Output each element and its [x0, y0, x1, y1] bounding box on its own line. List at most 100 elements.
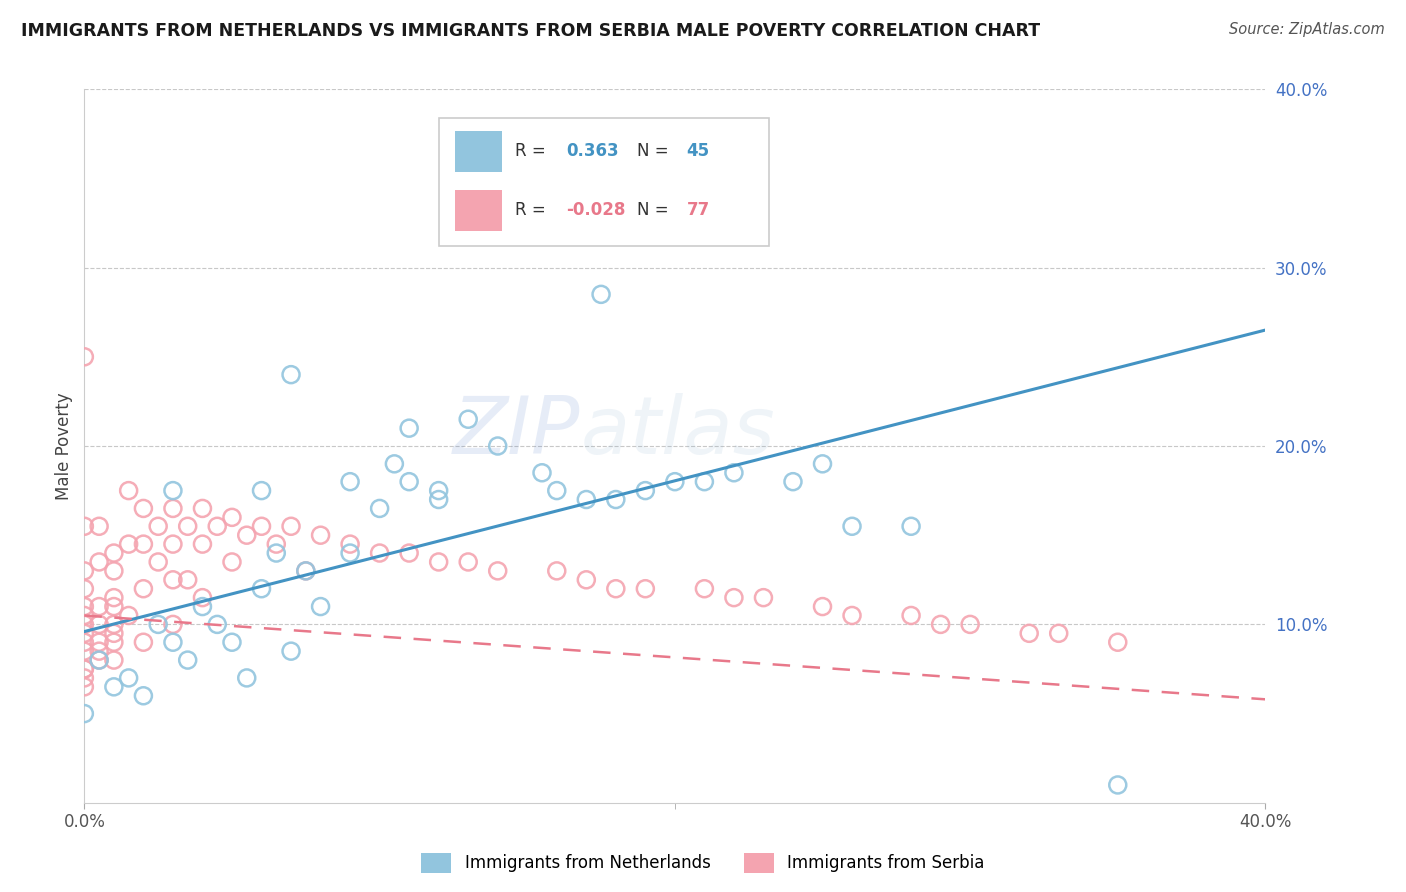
Point: [723, 466, 745, 480]
Point: [103, 564, 125, 578]
Point: [177, 653, 200, 667]
Point: [339, 475, 361, 489]
Point: [427, 492, 450, 507]
Point: [929, 617, 952, 632]
Point: [427, 555, 450, 569]
Point: [103, 626, 125, 640]
Point: [103, 591, 125, 605]
Point: [575, 573, 598, 587]
Point: [605, 582, 627, 596]
Point: [309, 528, 332, 542]
Point: [221, 510, 243, 524]
Point: [148, 617, 170, 632]
Point: [723, 591, 745, 605]
Point: [264, 537, 288, 551]
Point: [73, 599, 96, 614]
Point: [162, 537, 184, 551]
Point: [191, 537, 214, 551]
Point: [73, 519, 96, 533]
Point: [752, 591, 775, 605]
Point: [191, 501, 214, 516]
Point: [280, 368, 302, 382]
Point: [457, 555, 479, 569]
Point: [162, 483, 184, 498]
Point: [280, 519, 302, 533]
Point: [546, 564, 568, 578]
Point: [309, 599, 332, 614]
Point: [87, 519, 111, 533]
Point: [148, 519, 170, 533]
FancyBboxPatch shape: [456, 190, 502, 231]
Point: [900, 608, 922, 623]
Point: [73, 617, 96, 632]
Point: [382, 457, 406, 471]
Text: Source: ZipAtlas.com: Source: ZipAtlas.com: [1229, 22, 1385, 37]
Text: ZIP: ZIP: [453, 392, 581, 471]
Point: [87, 635, 111, 649]
Point: [811, 599, 834, 614]
Point: [103, 680, 125, 694]
Point: [339, 537, 361, 551]
Point: [162, 573, 184, 587]
Point: [486, 198, 509, 212]
Point: [250, 483, 273, 498]
Point: [457, 412, 479, 426]
Point: [73, 350, 96, 364]
Point: [87, 644, 111, 658]
Point: [103, 635, 125, 649]
Point: [103, 546, 125, 560]
Point: [530, 466, 553, 480]
Text: atlas: atlas: [581, 392, 775, 471]
Point: [87, 599, 111, 614]
Point: [264, 546, 288, 560]
Point: [546, 483, 568, 498]
Point: [368, 546, 391, 560]
Point: [575, 492, 598, 507]
Point: [664, 475, 686, 489]
Text: 0.363: 0.363: [567, 142, 619, 161]
Point: [1107, 778, 1129, 792]
Point: [235, 671, 259, 685]
Text: IMMIGRANTS FROM NETHERLANDS VS IMMIGRANTS FROM SERBIA MALE POVERTY CORRELATION C: IMMIGRANTS FROM NETHERLANDS VS IMMIGRANT…: [21, 22, 1040, 40]
Point: [73, 662, 96, 676]
Point: [205, 519, 228, 533]
Point: [634, 483, 657, 498]
Point: [398, 475, 420, 489]
Point: [634, 582, 657, 596]
Point: [132, 635, 155, 649]
Text: N =: N =: [637, 202, 673, 219]
Point: [398, 421, 420, 435]
Text: R =: R =: [515, 142, 551, 161]
Point: [148, 555, 170, 569]
Point: [132, 582, 155, 596]
Point: [177, 573, 200, 587]
Point: [205, 617, 228, 632]
Point: [486, 439, 509, 453]
Point: [280, 644, 302, 658]
Point: [118, 537, 141, 551]
Point: [73, 608, 96, 623]
Text: -0.028: -0.028: [567, 202, 626, 219]
Point: [841, 519, 863, 533]
Point: [73, 644, 96, 658]
Point: [103, 617, 125, 632]
Point: [368, 501, 391, 516]
Point: [87, 617, 111, 632]
Y-axis label: Male Poverty: Male Poverty: [55, 392, 73, 500]
Point: [782, 475, 804, 489]
Point: [605, 492, 627, 507]
Point: [118, 671, 141, 685]
Point: [221, 555, 243, 569]
Point: [73, 662, 96, 676]
Point: [132, 689, 155, 703]
Point: [1047, 626, 1070, 640]
Point: [1107, 635, 1129, 649]
Point: [591, 287, 613, 301]
Point: [132, 537, 155, 551]
Point: [235, 528, 259, 542]
Point: [295, 564, 318, 578]
Point: [693, 582, 716, 596]
Point: [177, 519, 200, 533]
Point: [162, 617, 184, 632]
Point: [221, 635, 243, 649]
